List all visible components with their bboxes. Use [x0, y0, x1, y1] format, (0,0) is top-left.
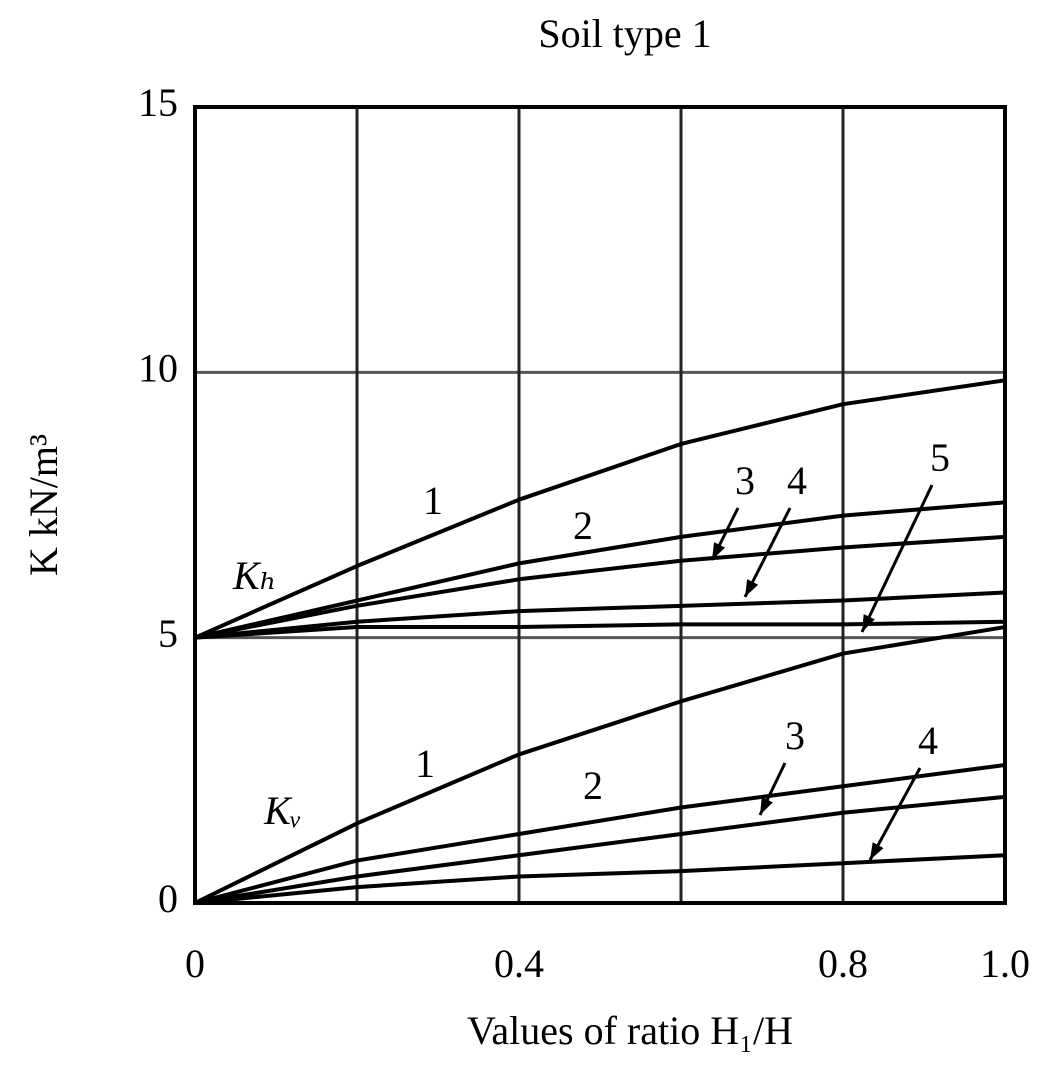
y-tick-label: 5 — [158, 611, 178, 656]
arrow-head — [745, 579, 759, 597]
series-line — [194, 625, 1006, 905]
arrow-head — [760, 797, 773, 815]
arrow-head — [712, 542, 726, 560]
curve-label: 2 — [573, 503, 593, 548]
series-line — [194, 763, 1006, 905]
chart-title: Soil type 1 — [538, 11, 711, 56]
series-line — [194, 794, 1006, 905]
pointer-arrow — [868, 767, 922, 861]
curve-label: 1 — [423, 478, 443, 523]
series-line — [194, 378, 1006, 640]
pointer-arrow — [860, 484, 934, 633]
y-tick-label: 0 — [158, 876, 178, 921]
y-tick-label: 15 — [138, 80, 178, 125]
annotation: Kₕ — [232, 553, 277, 598]
curve-label: 3 — [735, 458, 755, 503]
curve-label: 3 — [785, 713, 805, 758]
curve-label: 5 — [930, 435, 950, 480]
x-axis-label: Values of ratio H₁/H — [467, 1008, 793, 1053]
curve-label: 1 — [415, 741, 435, 786]
curve-label: 2 — [583, 763, 603, 808]
x-tick-label: 0 — [185, 941, 205, 986]
x-tick-label: 0.4 — [494, 941, 544, 986]
series-line — [194, 534, 1006, 640]
series-line — [194, 853, 1006, 905]
arrow-head — [870, 842, 884, 860]
x-tick-label: 0.8 — [818, 941, 868, 986]
x-tick-label: 1.0 — [980, 941, 1030, 986]
y-tick-label: 10 — [138, 346, 178, 391]
curve-label: 4 — [787, 458, 807, 503]
series-line — [194, 590, 1006, 640]
arrow-head — [862, 614, 875, 632]
series-line — [194, 500, 1006, 640]
annotation: Kᵥ — [263, 788, 302, 833]
curve-label: 4 — [918, 718, 938, 763]
y-axis-label: K kN/m³ — [21, 434, 66, 576]
plot-frame — [193, 105, 1007, 905]
